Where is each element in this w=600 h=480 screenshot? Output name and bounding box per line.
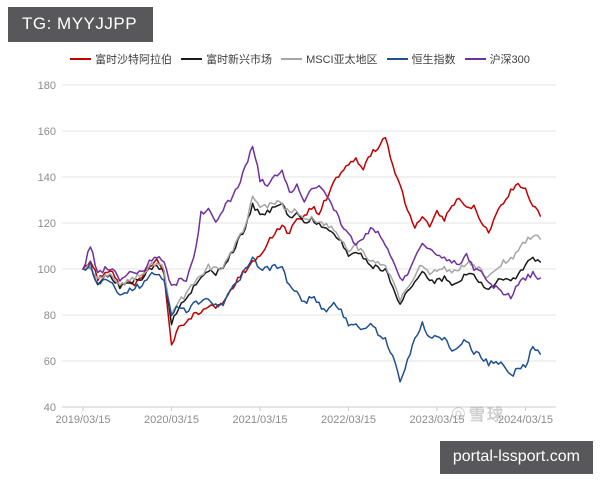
svg-text:120: 120 [38,218,56,230]
svg-text:180: 180 [38,80,56,92]
svg-text:2021/03/15: 2021/03/15 [232,414,287,426]
series-line-5 [82,145,542,300]
header-code-badge: TG: MYYJJPP [8,7,154,42]
svg-text:40: 40 [44,402,56,414]
legend-swatch-icon [70,58,92,60]
site-watermark-badge: portal-lssport.com [439,441,593,474]
series-line-1 [82,136,542,346]
svg-text:2020/03/15: 2020/03/15 [144,414,199,426]
series-line-3 [82,195,542,316]
legend-swatch-icon [386,58,408,60]
legend-label: 恒生指数 [411,54,456,66]
svg-text:140: 140 [38,172,56,184]
gridlines [62,84,556,411]
legend-label: MSCI亚太地区 [306,54,378,66]
legend-label: 富时新兴市场 [206,54,273,66]
legend-item-1: 富时沙特阿拉伯 [70,51,172,67]
svg-text:2023/03/15: 2023/03/15 [409,414,464,426]
svg-text:2022/03/15: 2022/03/15 [321,414,376,426]
site-watermark-text: portal-lssport.com [452,448,580,465]
legend-item-4: 恒生指数 [386,51,456,67]
legend-swatch-icon [281,58,303,60]
svg-text:2024/03/15: 2024/03/15 [498,414,553,426]
legend-swatch-icon [181,58,203,60]
legend-swatch-icon [464,58,486,60]
legend-item-3: MSCI亚太地区 [281,51,378,67]
x-axis-labels: 2019/03/15 2020/03/15 2021/03/15 2022/03/15… [55,414,553,426]
svg-text:80: 80 [44,310,56,322]
legend-item-5: 沪深300 [464,51,530,67]
header-code-text: TG: MYYJJPP [22,14,138,33]
chart-legend: 富时沙特阿拉伯 富时新兴市场 MSCI亚太地区 恒生指数 沪深300 [0,51,600,67]
svg-text:60: 60 [44,356,56,368]
svg-text:2019/03/15: 2019/03/15 [55,414,110,426]
legend-label: 沪深300 [489,54,530,66]
legend-item-2: 富时新兴市场 [181,51,272,67]
legend-label: 富时沙特阿拉伯 [95,54,173,66]
y-axis-labels: 40 60 80 100 120 140 160 180 [38,80,56,414]
series-line-4 [82,256,542,383]
svg-text:100: 100 [38,264,56,276]
svg-text:160: 160 [38,126,56,138]
